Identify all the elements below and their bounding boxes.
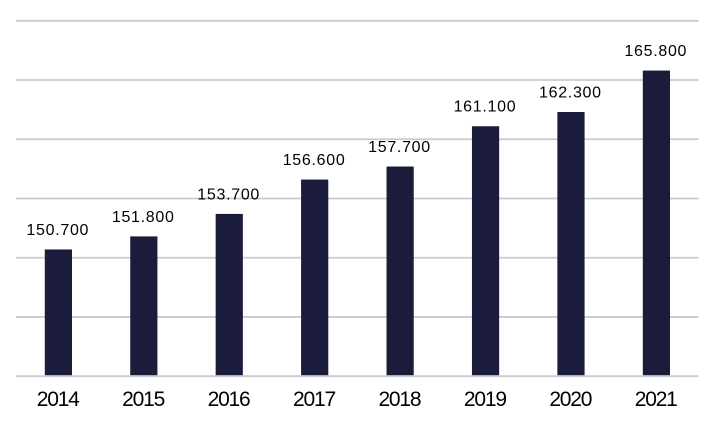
svg-text:2018: 2018 (378, 388, 420, 411)
svg-text:162.300: 162.300 (539, 84, 602, 101)
svg-text:2014: 2014 (37, 388, 80, 411)
svg-text:2016: 2016 (208, 388, 250, 411)
svg-text:156.600: 156.600 (283, 152, 346, 169)
svg-text:165.800: 165.800 (624, 43, 687, 60)
svg-text:2021: 2021 (635, 388, 677, 411)
svg-text:157.700: 157.700 (368, 139, 431, 156)
svg-text:153.700: 153.700 (197, 186, 260, 203)
svg-text:2019: 2019 (464, 388, 506, 411)
svg-text:2017: 2017 (293, 388, 335, 411)
svg-text:161.100: 161.100 (454, 99, 517, 116)
svg-text:151.800: 151.800 (112, 209, 175, 226)
svg-text:2020: 2020 (549, 388, 591, 411)
svg-text:2015: 2015 (122, 388, 164, 411)
svg-text:150.700: 150.700 (26, 222, 89, 239)
